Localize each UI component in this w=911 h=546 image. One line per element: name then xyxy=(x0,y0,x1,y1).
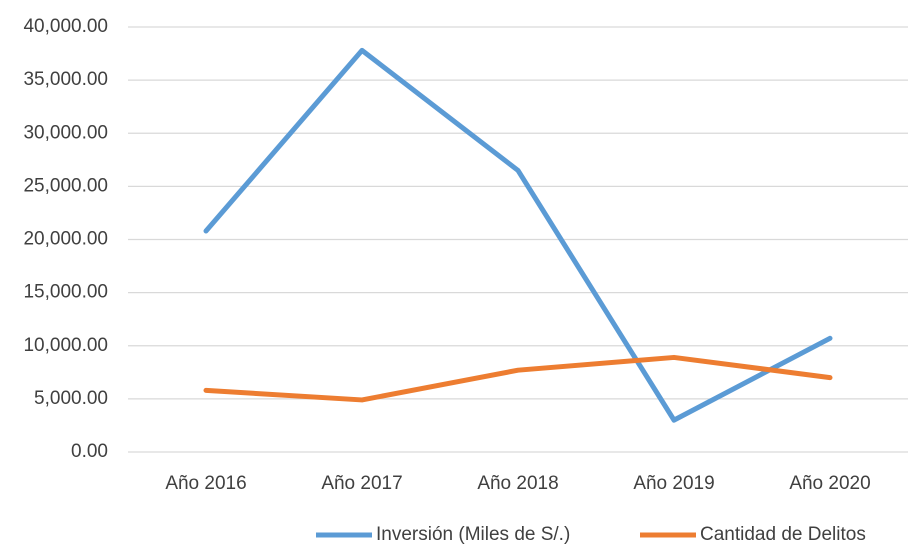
y-tick-label: 15,000.00 xyxy=(23,282,108,303)
series-line xyxy=(203,354,833,403)
y-tick-label: 0.00 xyxy=(71,441,108,462)
y-tick-label: 5,000.00 xyxy=(34,388,108,409)
x-tick-label: Año 2018 xyxy=(477,473,558,494)
y-tick-label: 35,000.00 xyxy=(23,69,108,90)
x-tick-label: Año 2016 xyxy=(165,473,246,494)
y-tick-label: 40,000.00 xyxy=(23,16,108,37)
y-tick-label: 30,000.00 xyxy=(23,122,108,143)
x-tick-label: Año 2019 xyxy=(633,473,714,494)
series-line xyxy=(203,47,833,423)
y-tick-label: 20,000.00 xyxy=(23,229,108,250)
legend-label: Cantidad de Delitos xyxy=(700,524,866,545)
y-tick-label: 10,000.00 xyxy=(23,335,108,356)
legend-label: Inversión (Miles de S/.) xyxy=(376,524,570,545)
x-tick-label: Año 2020 xyxy=(789,473,870,494)
x-tick-label: Año 2017 xyxy=(321,473,402,494)
y-tick-label: 25,000.00 xyxy=(23,175,108,196)
